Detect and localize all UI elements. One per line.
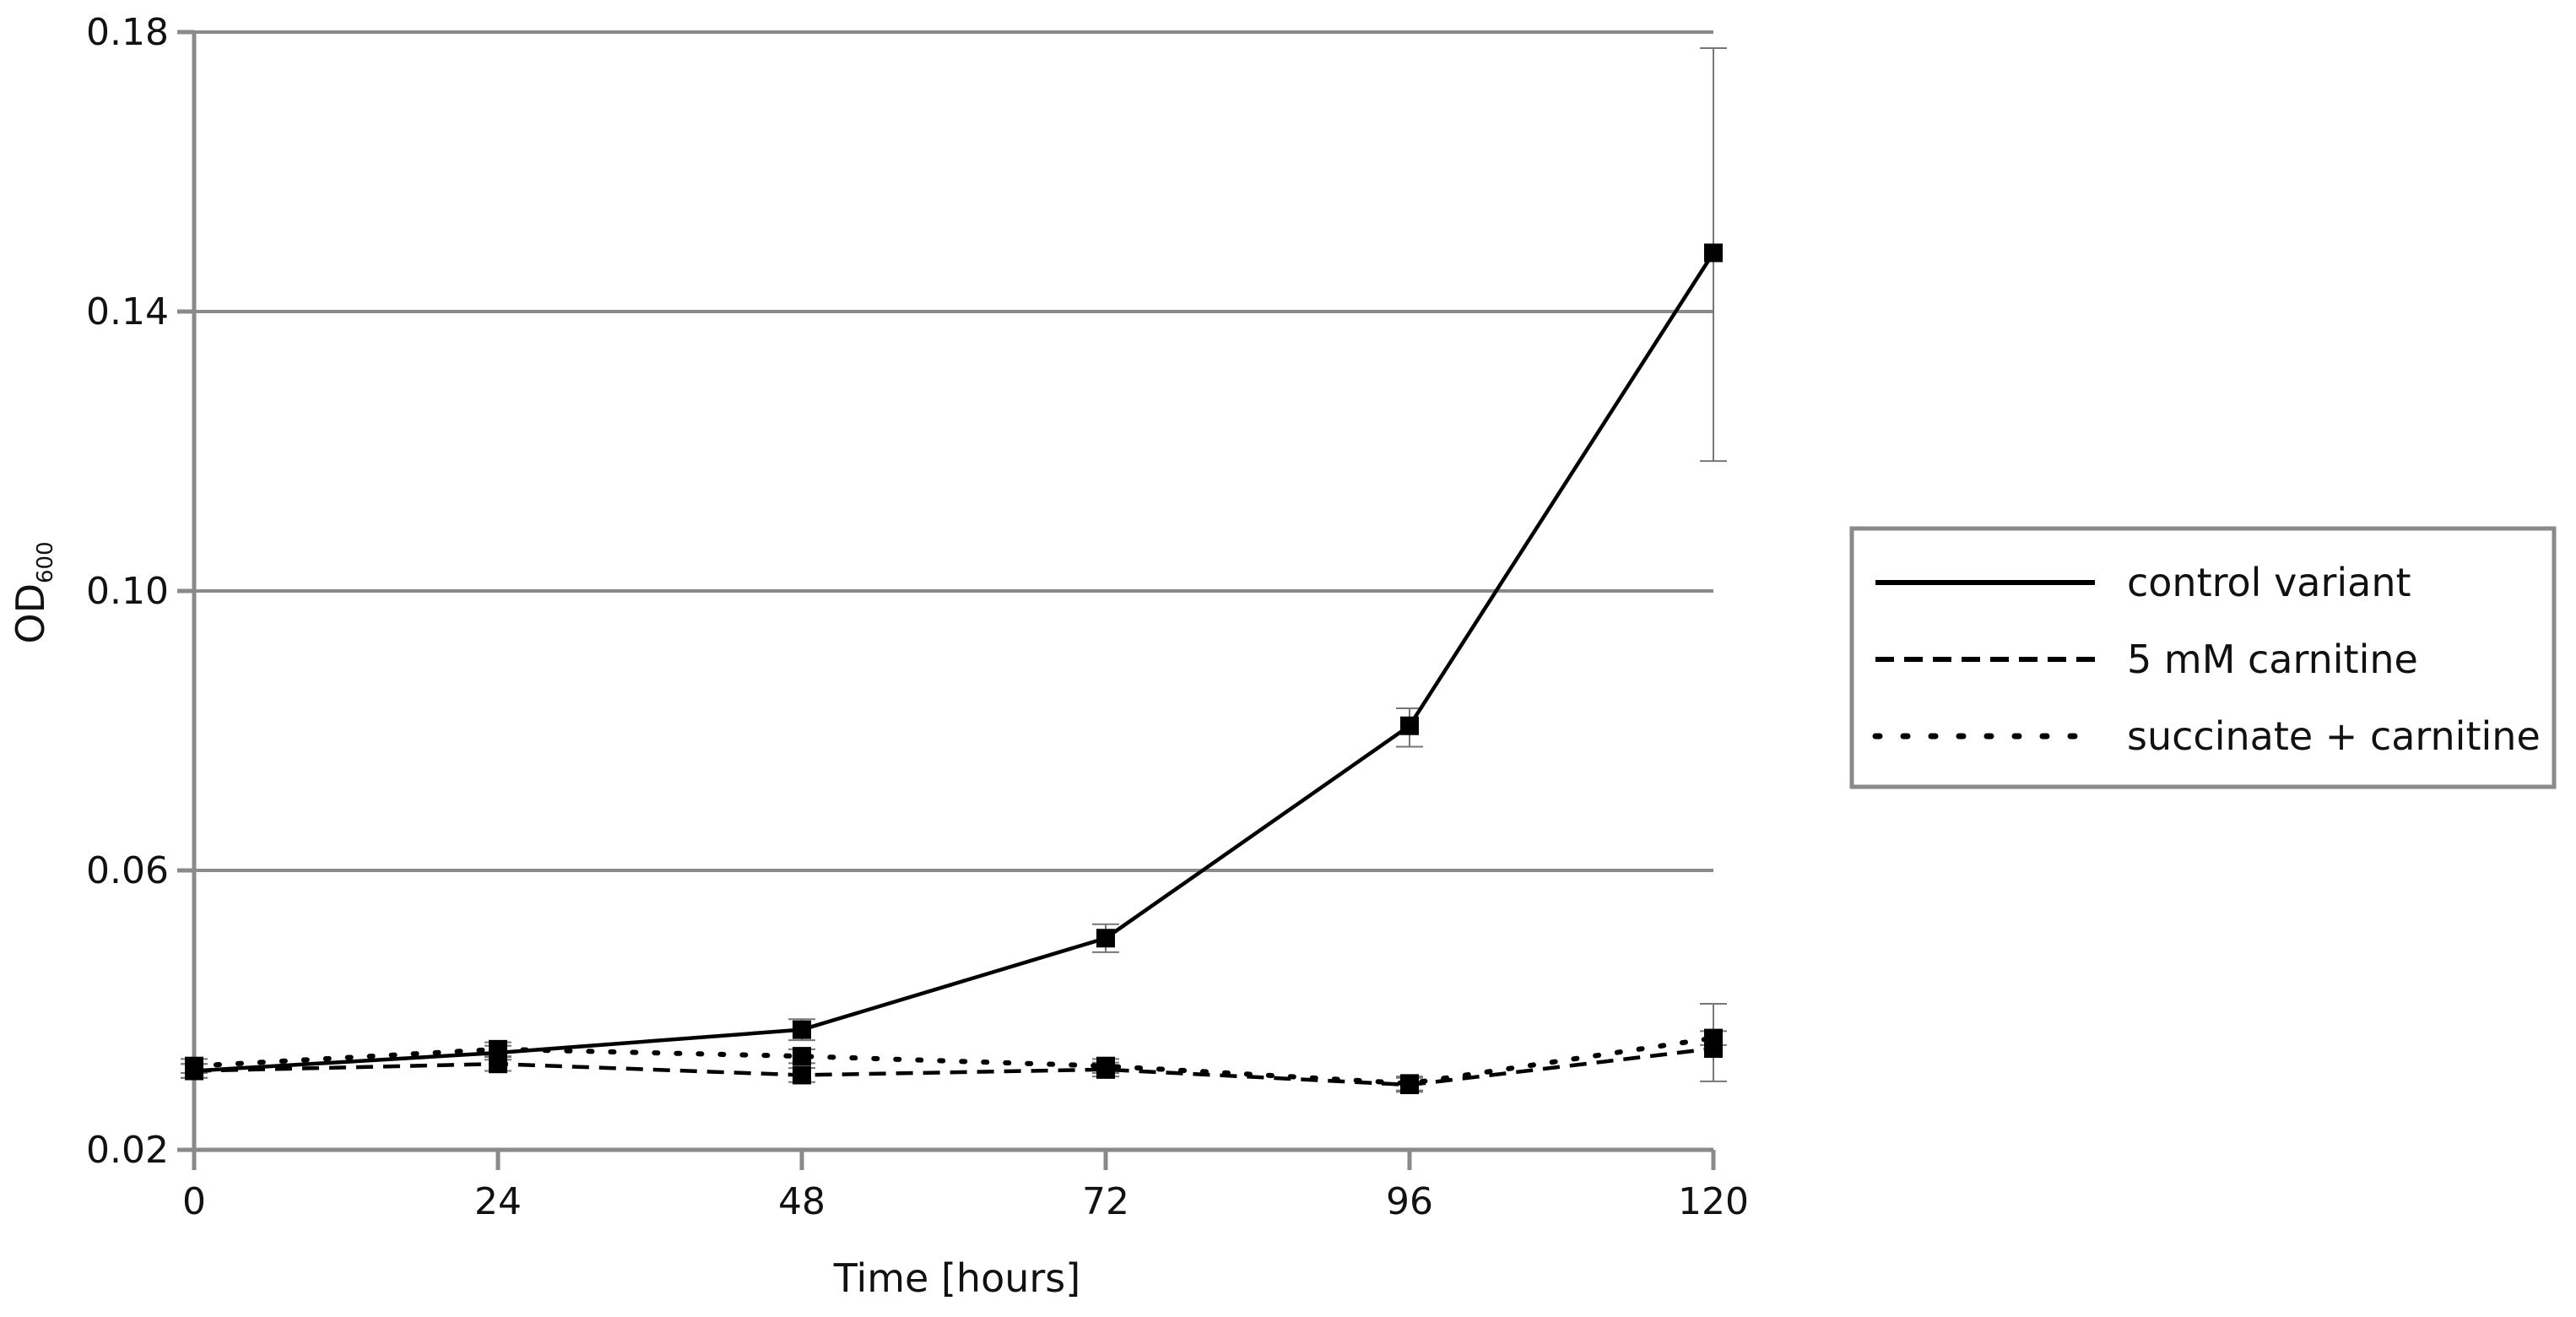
data-point-solid bbox=[793, 1020, 811, 1039]
data-point-dotted bbox=[1400, 1074, 1419, 1093]
data-point-solid bbox=[1400, 716, 1419, 735]
data-point-dashed bbox=[489, 1054, 507, 1074]
series-line-dashed bbox=[193, 1046, 1714, 1087]
axes bbox=[177, 30, 1716, 1170]
x-tick-label: 48 bbox=[778, 1180, 825, 1223]
x-tick-label: 24 bbox=[474, 1180, 522, 1223]
data-point-dashed bbox=[793, 1065, 811, 1085]
data-point-dotted bbox=[793, 1047, 811, 1066]
data-point-dotted bbox=[1704, 1028, 1723, 1048]
series-line-solid bbox=[193, 252, 1715, 1073]
y-tick-label: 0.06 bbox=[86, 849, 169, 892]
y-axis-title-subscript: 600 bbox=[33, 541, 58, 583]
x-tick-label: 72 bbox=[1082, 1180, 1129, 1223]
legend: control variant 5 mM carnitine succinate +… bbox=[1849, 526, 2557, 789]
x-axis-title: Time [hours] bbox=[833, 1255, 1080, 1301]
y-tick-label: 0.18 bbox=[86, 11, 169, 54]
legend-label: control variant bbox=[2127, 560, 2411, 605]
svg-text:OD600: OD600 bbox=[8, 541, 58, 643]
series-lines bbox=[192, 252, 1716, 1087]
x-tick-label: 120 bbox=[1678, 1180, 1749, 1223]
data-point-dotted bbox=[185, 1056, 203, 1076]
y-tick-label: 0.02 bbox=[86, 1129, 169, 1172]
series-line-dotted bbox=[192, 1035, 1716, 1087]
data-point-dotted bbox=[1096, 1056, 1115, 1076]
tick-labels: 0.02 0.06 0.10 0.14 0.18 0 24 48 72 96 120 bbox=[86, 11, 1749, 1223]
x-tick-label: 0 bbox=[182, 1180, 206, 1223]
legend-label: succinate + carnitine bbox=[2127, 713, 2541, 759]
gridlines bbox=[194, 30, 1713, 872]
data-markers bbox=[185, 243, 1723, 1095]
error-bars bbox=[181, 47, 1727, 1093]
data-point-dotted bbox=[489, 1039, 507, 1059]
y-tick-label: 0.10 bbox=[86, 570, 169, 613]
y-tick-label: 0.14 bbox=[86, 290, 169, 333]
data-point-solid bbox=[1704, 243, 1723, 263]
data-point-solid bbox=[1096, 929, 1115, 948]
y-axis-title: OD600 bbox=[8, 541, 58, 643]
y-axis-title-main: OD bbox=[8, 583, 53, 644]
legend-label: 5 mM carnitine bbox=[2127, 637, 2418, 682]
x-tick-label: 96 bbox=[1386, 1180, 1433, 1223]
